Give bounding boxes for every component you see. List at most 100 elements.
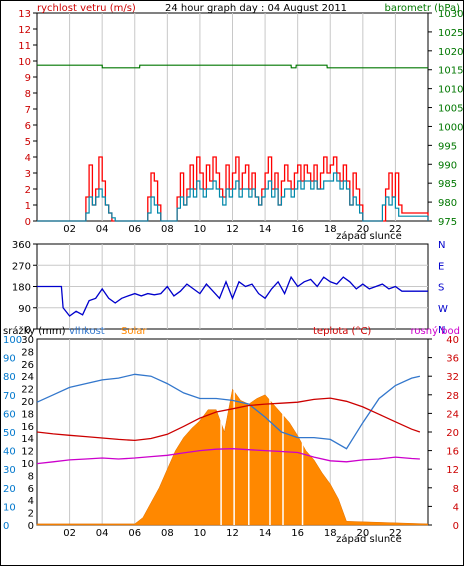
temperature-line [36, 397, 421, 442]
pressure-tick-label: 1010 [438, 85, 463, 96]
temperature-tick-label: 28 [446, 391, 459, 402]
wind-tick-label: 9 [25, 73, 31, 84]
rain-tick-label: 4 [28, 496, 34, 507]
pressure-tick-label: 1020 [438, 47, 463, 58]
rain-tick-label: 18 [21, 409, 34, 420]
wind-tick-label: 4 [25, 153, 31, 164]
pressure-line [37, 64, 428, 69]
x-tick-label: 18 [324, 224, 337, 235]
pressure-tick-label: 1030 [438, 9, 463, 20]
wind-tick-label: 2 [25, 185, 31, 196]
x-tick-label: 14 [259, 224, 272, 235]
pressure-tick-label: 980 [438, 198, 457, 209]
temperature-tick-label: 36 [446, 354, 459, 365]
wind-axis-title: rychlost vetru (m/s) [37, 3, 136, 14]
humidity-tick-label: 30 [3, 465, 16, 476]
pressure-tick-label: 975 [438, 217, 457, 228]
direction-tick-label: 270 [12, 261, 31, 272]
compass-tick-label: N [438, 325, 445, 336]
temperature-tick-label: 0 [453, 521, 459, 532]
dewpoint-legend: rosný bod [411, 325, 460, 337]
x-tick-label: 22 [389, 528, 402, 539]
x-tick-label: 02 [63, 224, 76, 235]
wind-tick-label: 12 [18, 25, 31, 36]
humidity-tick-label: 20 [3, 484, 16, 495]
humidity-tick-label: 40 [3, 447, 16, 458]
rain-tick-label: 30 [21, 335, 34, 346]
rain-tick-label: 12 [21, 447, 34, 458]
humidity-tick-label: 70 [3, 391, 16, 402]
pressure-axis-title: barometr (hPa) [385, 3, 461, 14]
rain-tick-label: 26 [21, 360, 34, 371]
compass-tick-label: E [438, 261, 444, 272]
rain-tick-label: 20 [21, 397, 34, 408]
x-tick-label: 08 [161, 528, 174, 539]
temperature-tick-label: 8 [453, 484, 459, 495]
direction-tick-label: 180 [12, 283, 31, 294]
wind-tick-label: 6 [25, 121, 31, 132]
pressure-tick-label: 990 [438, 160, 457, 171]
sunset-label-bottom: západ slunce [336, 533, 402, 545]
x-tick-label: 12 [226, 224, 239, 235]
humidity-tick-label: 60 [3, 409, 16, 420]
wind-tick-label: 8 [25, 89, 31, 100]
solar-legend: Solar [121, 326, 147, 337]
wind-average-line [37, 172, 429, 222]
wind-pressure-ticks: 02 04 06 08 10 12 14 16 18 20 22012345678910111213… [18, 9, 463, 235]
compass-tick-label: W [438, 304, 448, 315]
solar-area [36, 388, 429, 526]
x-tick-label: 04 [96, 224, 109, 235]
sunset-label-top: západ slunce [336, 230, 402, 242]
wind-tick-label: 1 [25, 201, 31, 212]
chart-title: 24 hour graph day : 04 August 2011 [165, 3, 347, 14]
humidity-line [36, 373, 421, 450]
direction-tick-label: 0 [25, 325, 31, 336]
dewpoint-line [36, 448, 420, 465]
x-tick-label: 16 [291, 224, 304, 235]
rain-axis-title: srážky (mm) [3, 325, 66, 337]
temperature-tick-label: 20 [446, 428, 459, 439]
pressure-tick-label: 1015 [438, 66, 463, 77]
rain-tick-label: 28 [21, 347, 34, 358]
pressure-tick-label: 1005 [438, 104, 463, 115]
pressure-tick-label: 1025 [438, 28, 463, 39]
pressure-tick-label: 985 [438, 179, 457, 190]
rain-tick-label: 8 [28, 471, 34, 482]
wind-tick-label: 5 [25, 137, 31, 148]
x-tick-label: 12 [226, 528, 239, 539]
humidity-tick-label: 90 [3, 354, 16, 365]
wind-direction-line [37, 275, 428, 317]
temperature-tick-label: 32 [446, 372, 459, 383]
wind-tick-label: 10 [18, 57, 31, 68]
x-tick-label: 06 [128, 528, 141, 539]
wind-tick-label: 3 [25, 169, 31, 180]
temperature-tick-label: 40 [446, 335, 459, 346]
humidity-legend: vlhkost [69, 326, 105, 337]
rain-tick-label: 10 [21, 459, 34, 470]
x-tick-label: 02 [63, 528, 76, 539]
x-tick-label: 22 [389, 224, 402, 235]
x-tick-label: 10 [194, 528, 207, 539]
direction-tick-label: 360 [12, 240, 31, 251]
x-tick-label: 16 [291, 528, 304, 539]
rain-tick-label: 2 [28, 509, 34, 520]
rain-tick-label: 24 [21, 372, 34, 383]
x-tick-label: 20 [356, 224, 369, 235]
climate-series [36, 373, 429, 526]
humidity-tick-label: 0 [3, 521, 9, 532]
pressure-tick-label: 1000 [438, 122, 463, 133]
x-tick-label: 08 [161, 224, 174, 235]
humidity-tick-label: 50 [3, 428, 16, 439]
pressure-tick-label: 995 [438, 141, 457, 152]
rain-tick-label: 0 [28, 521, 34, 532]
direction-grid [37, 244, 428, 329]
humidity-tick-label: 10 [3, 502, 16, 513]
rain-tick-label: 14 [21, 434, 34, 445]
temperature-tick-label: 4 [453, 502, 459, 513]
compass-tick-label: N [438, 240, 445, 251]
x-tick-label: 14 [259, 528, 272, 539]
temperature-legend: teplota (°C) [313, 326, 371, 337]
wind-tick-label: 0 [25, 217, 31, 228]
